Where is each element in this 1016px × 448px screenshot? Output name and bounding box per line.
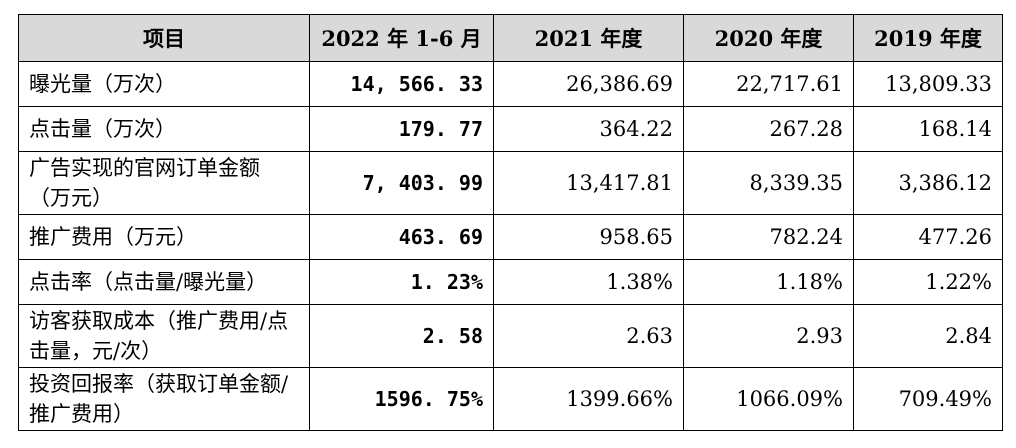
table-row: 曝光量（万次） 14, 566. 33 26,386.69 22,717.61 …: [18, 61, 1003, 107]
row-label: 广告实现的官网订单金额（万元）: [18, 151, 310, 215]
table-row: 推广费用（万元） 463. 69 958.65 782.24 477.26: [18, 214, 1003, 260]
header-item: 项目: [18, 14, 310, 62]
cell-2020: 1.18%: [683, 259, 854, 305]
cell-2020: 1066.09%: [683, 367, 854, 431]
cell-2021: 364.22: [493, 106, 684, 152]
row-label: 推广费用（万元）: [18, 214, 310, 260]
cell-2019: 168.14: [853, 106, 1003, 152]
table-row: 广告实现的官网订单金额（万元） 7, 403. 99 13,417.81 8,3…: [18, 151, 1003, 215]
cell-2022-h1: 179. 77: [309, 106, 494, 152]
table-row: 点击量（万次） 179. 77 364.22 267.28 168.14: [18, 106, 1003, 152]
cell-2019: 13,809.33: [853, 61, 1003, 107]
cell-2022-h1: 463. 69: [309, 214, 494, 260]
data-table: 项目 2022 年 1-6 月 2021 年度 2020 年度 2019 年度 …: [18, 14, 1003, 431]
row-label: 点击率（点击量/曝光量）: [18, 259, 310, 305]
header-2020: 2020 年度: [683, 14, 854, 62]
row-label: 访客获取成本（推广费用/点击量，元/次）: [18, 304, 310, 368]
cell-2019: 3,386.12: [853, 151, 1003, 215]
cell-2020: 8,339.35: [683, 151, 854, 215]
header-2022-h1: 2022 年 1-6 月: [309, 14, 494, 62]
cell-2021: 2.63: [493, 304, 684, 368]
cell-2022-h1: 2. 58: [309, 304, 494, 368]
cell-2020: 22,717.61: [683, 61, 854, 107]
table-row: 点击率（点击量/曝光量） 1. 23% 1.38% 1.18% 1.22%: [18, 259, 1003, 305]
cell-2019: 709.49%: [853, 367, 1003, 431]
cell-2019: 2.84: [853, 304, 1003, 368]
cell-2022-h1: 1596. 75%: [309, 367, 494, 431]
cell-2022-h1: 1. 23%: [309, 259, 494, 305]
header-row: 项目 2022 年 1-6 月 2021 年度 2020 年度 2019 年度: [18, 14, 1003, 62]
row-label: 曝光量（万次）: [18, 61, 310, 107]
cell-2020: 2.93: [683, 304, 854, 368]
table-row: 访客获取成本（推广费用/点击量，元/次） 2. 58 2.63 2.93 2.8…: [18, 304, 1003, 368]
cell-2020: 782.24: [683, 214, 854, 260]
row-label: 投资回报率（获取订单金额/推广费用）: [18, 367, 310, 431]
table-row: 投资回报率（获取订单金额/推广费用） 1596. 75% 1399.66% 10…: [18, 367, 1003, 431]
cell-2021: 958.65: [493, 214, 684, 260]
header-2019: 2019 年度: [853, 14, 1003, 62]
cell-2020: 267.28: [683, 106, 854, 152]
cell-2019: 477.26: [853, 214, 1003, 260]
cell-2022-h1: 14, 566. 33: [309, 61, 494, 107]
cell-2019: 1.22%: [853, 259, 1003, 305]
row-label: 点击量（万次）: [18, 106, 310, 152]
data-table-container: 项目 2022 年 1-6 月 2021 年度 2020 年度 2019 年度 …: [18, 14, 1003, 431]
cell-2021: 26,386.69: [493, 61, 684, 107]
cell-2021: 1399.66%: [493, 367, 684, 431]
cell-2022-h1: 7, 403. 99: [309, 151, 494, 215]
cell-2021: 1.38%: [493, 259, 684, 305]
cell-2021: 13,417.81: [493, 151, 684, 215]
header-2021: 2021 年度: [493, 14, 684, 62]
